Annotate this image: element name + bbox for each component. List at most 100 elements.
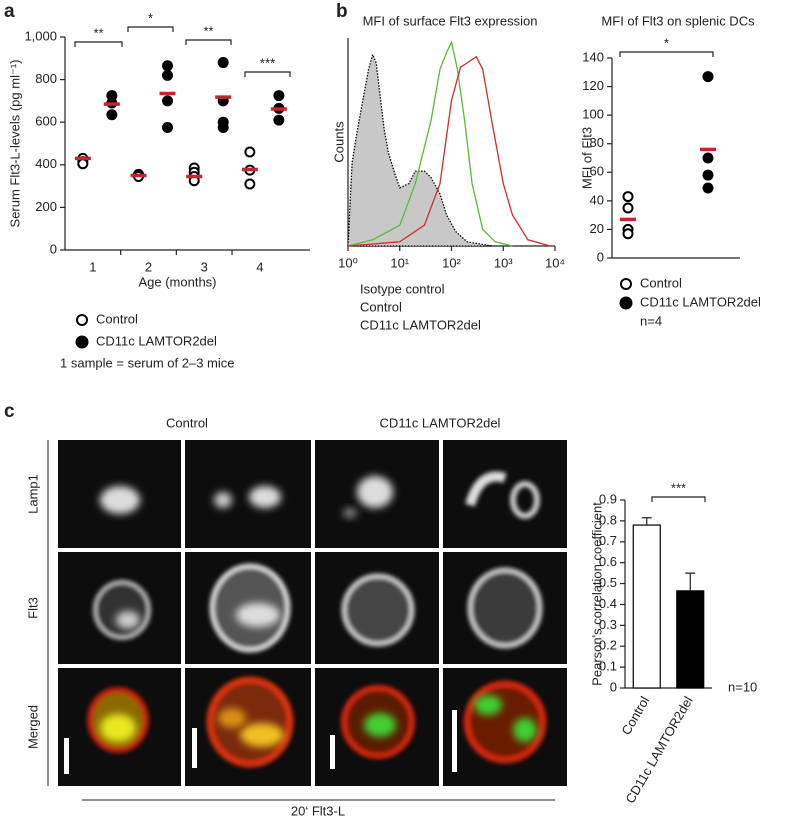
- y-tick-label: 0: [597, 249, 604, 264]
- data-point: [702, 152, 714, 164]
- x-tick-label: 10⁰: [338, 255, 358, 270]
- x-tick-label: 10²: [442, 255, 461, 270]
- row-label: Merged: [25, 705, 40, 749]
- legend-marker: [76, 314, 88, 326]
- x-tick-label: 10³: [494, 255, 513, 270]
- column-group: CD11c LAMTOR2del: [380, 415, 501, 430]
- y-tick-label: 0: [50, 241, 57, 256]
- note: 1 sample = serum of 2–3 mice: [60, 355, 235, 370]
- significance-bracket: [127, 26, 174, 32]
- data-point: [622, 191, 634, 203]
- histogram-line: [347, 40, 513, 247]
- significance-label: **: [203, 23, 213, 38]
- legend-label: CD11c LAMTOR2del: [640, 294, 761, 309]
- y-tick-label: 20: [590, 221, 604, 236]
- significance-label: *: [664, 35, 669, 50]
- significance-label: **: [93, 25, 103, 40]
- x-tick-label: 1: [89, 259, 96, 274]
- column-group: Control: [166, 415, 208, 430]
- x-tick-label: 10¹: [390, 255, 409, 270]
- y-tick-label: 120: [582, 78, 604, 93]
- legend-label: Isotype control: [360, 281, 445, 296]
- y-tick-label: 0.7: [599, 533, 617, 548]
- note: n=4: [640, 313, 662, 328]
- x-tick-label: 2: [145, 259, 152, 274]
- y-tick-label: 0.2: [599, 638, 617, 653]
- data-point: [162, 69, 174, 81]
- data-point: [244, 178, 256, 190]
- y-axis-label: Serum Flt3-L-levels (pg ml⁻¹): [7, 60, 22, 228]
- treatment-label: 20‘ Flt3-L: [291, 803, 345, 818]
- significance-bracket: [74, 41, 123, 47]
- y-tick-label: 600: [35, 114, 57, 129]
- chart-title: MFI of Flt3 on splenic DCs: [601, 13, 755, 28]
- y-tick-label: 1,000: [24, 28, 57, 43]
- y-tick-label: 80: [590, 135, 604, 150]
- error-bar: [685, 572, 696, 591]
- data-point: [162, 95, 174, 107]
- histogram-line: [347, 52, 492, 247]
- legend-label: Control: [96, 311, 138, 326]
- y-tick-label: 0: [610, 679, 617, 694]
- y-axis-label: MFI of Flt3: [579, 127, 594, 189]
- x-tick-label: 10⁴: [545, 255, 565, 270]
- data-point: [622, 202, 634, 214]
- data-point: [702, 182, 714, 194]
- y-tick-label: 60: [590, 164, 604, 179]
- legend-label: CD11c LAMTOR2del: [96, 333, 217, 348]
- y-tick-label: 400: [35, 156, 57, 171]
- chart-title: MFI of surface Flt3 expression: [363, 13, 538, 28]
- legend-marker: [619, 296, 633, 310]
- data-point: [162, 122, 174, 134]
- y-tick-label: 0.8: [599, 512, 617, 527]
- x-tick-label: Control: [618, 694, 652, 738]
- bar: [676, 590, 705, 689]
- legend-marker: [620, 278, 632, 290]
- x-axis-label: Age (months): [138, 274, 216, 289]
- data-point: [702, 71, 714, 83]
- legend-marker: [75, 335, 89, 349]
- data-point: [702, 169, 714, 181]
- significance-bracket: [651, 496, 706, 502]
- significance-label: ***: [671, 480, 686, 495]
- significance-bracket: [244, 71, 291, 77]
- panel-label: a: [4, 1, 15, 22]
- panel-label: c: [4, 401, 15, 422]
- y-tick-label: 100: [582, 107, 604, 122]
- y-axis-label: Counts: [331, 121, 346, 163]
- data-point: [162, 60, 174, 72]
- bar: [632, 524, 661, 689]
- note: n=10: [728, 679, 757, 694]
- data-point: [273, 90, 285, 102]
- y-axis-label: Pearson's correlation coefficient: [589, 502, 604, 686]
- y-tick-label: 0.6: [599, 554, 617, 569]
- x-tick-label: 4: [256, 259, 263, 274]
- data-point: [244, 146, 256, 158]
- data-point: [217, 122, 229, 134]
- legend-label: Control: [360, 299, 402, 314]
- y-tick-label: 0.4: [599, 596, 617, 611]
- error-bar: [641, 517, 652, 526]
- y-tick-label: 0.5: [599, 575, 617, 590]
- y-tick-label: 0.1: [599, 659, 617, 674]
- y-tick-label: 140: [582, 49, 604, 64]
- significance-bracket: [185, 39, 232, 45]
- data-point: [217, 57, 229, 69]
- y-tick-label: 0.3: [599, 617, 617, 632]
- y-tick-label: 0.9: [599, 491, 617, 506]
- y-tick-label: 40: [590, 192, 604, 207]
- y-tick-label: 200: [35, 199, 57, 214]
- histogram-line: [347, 55, 551, 247]
- micrographs: [58, 440, 567, 786]
- data-point: [77, 158, 89, 170]
- panel-label: b: [336, 1, 348, 22]
- row-label: Flt3: [25, 597, 40, 619]
- data-point: [273, 114, 285, 126]
- x-tick-label: 3: [201, 259, 208, 274]
- legend-label: CD11c LAMTOR2del: [360, 317, 481, 332]
- significance-label: *: [148, 10, 153, 25]
- significance-bracket: [619, 51, 714, 57]
- row-label: Lamp1: [25, 474, 40, 514]
- data-point: [106, 109, 118, 121]
